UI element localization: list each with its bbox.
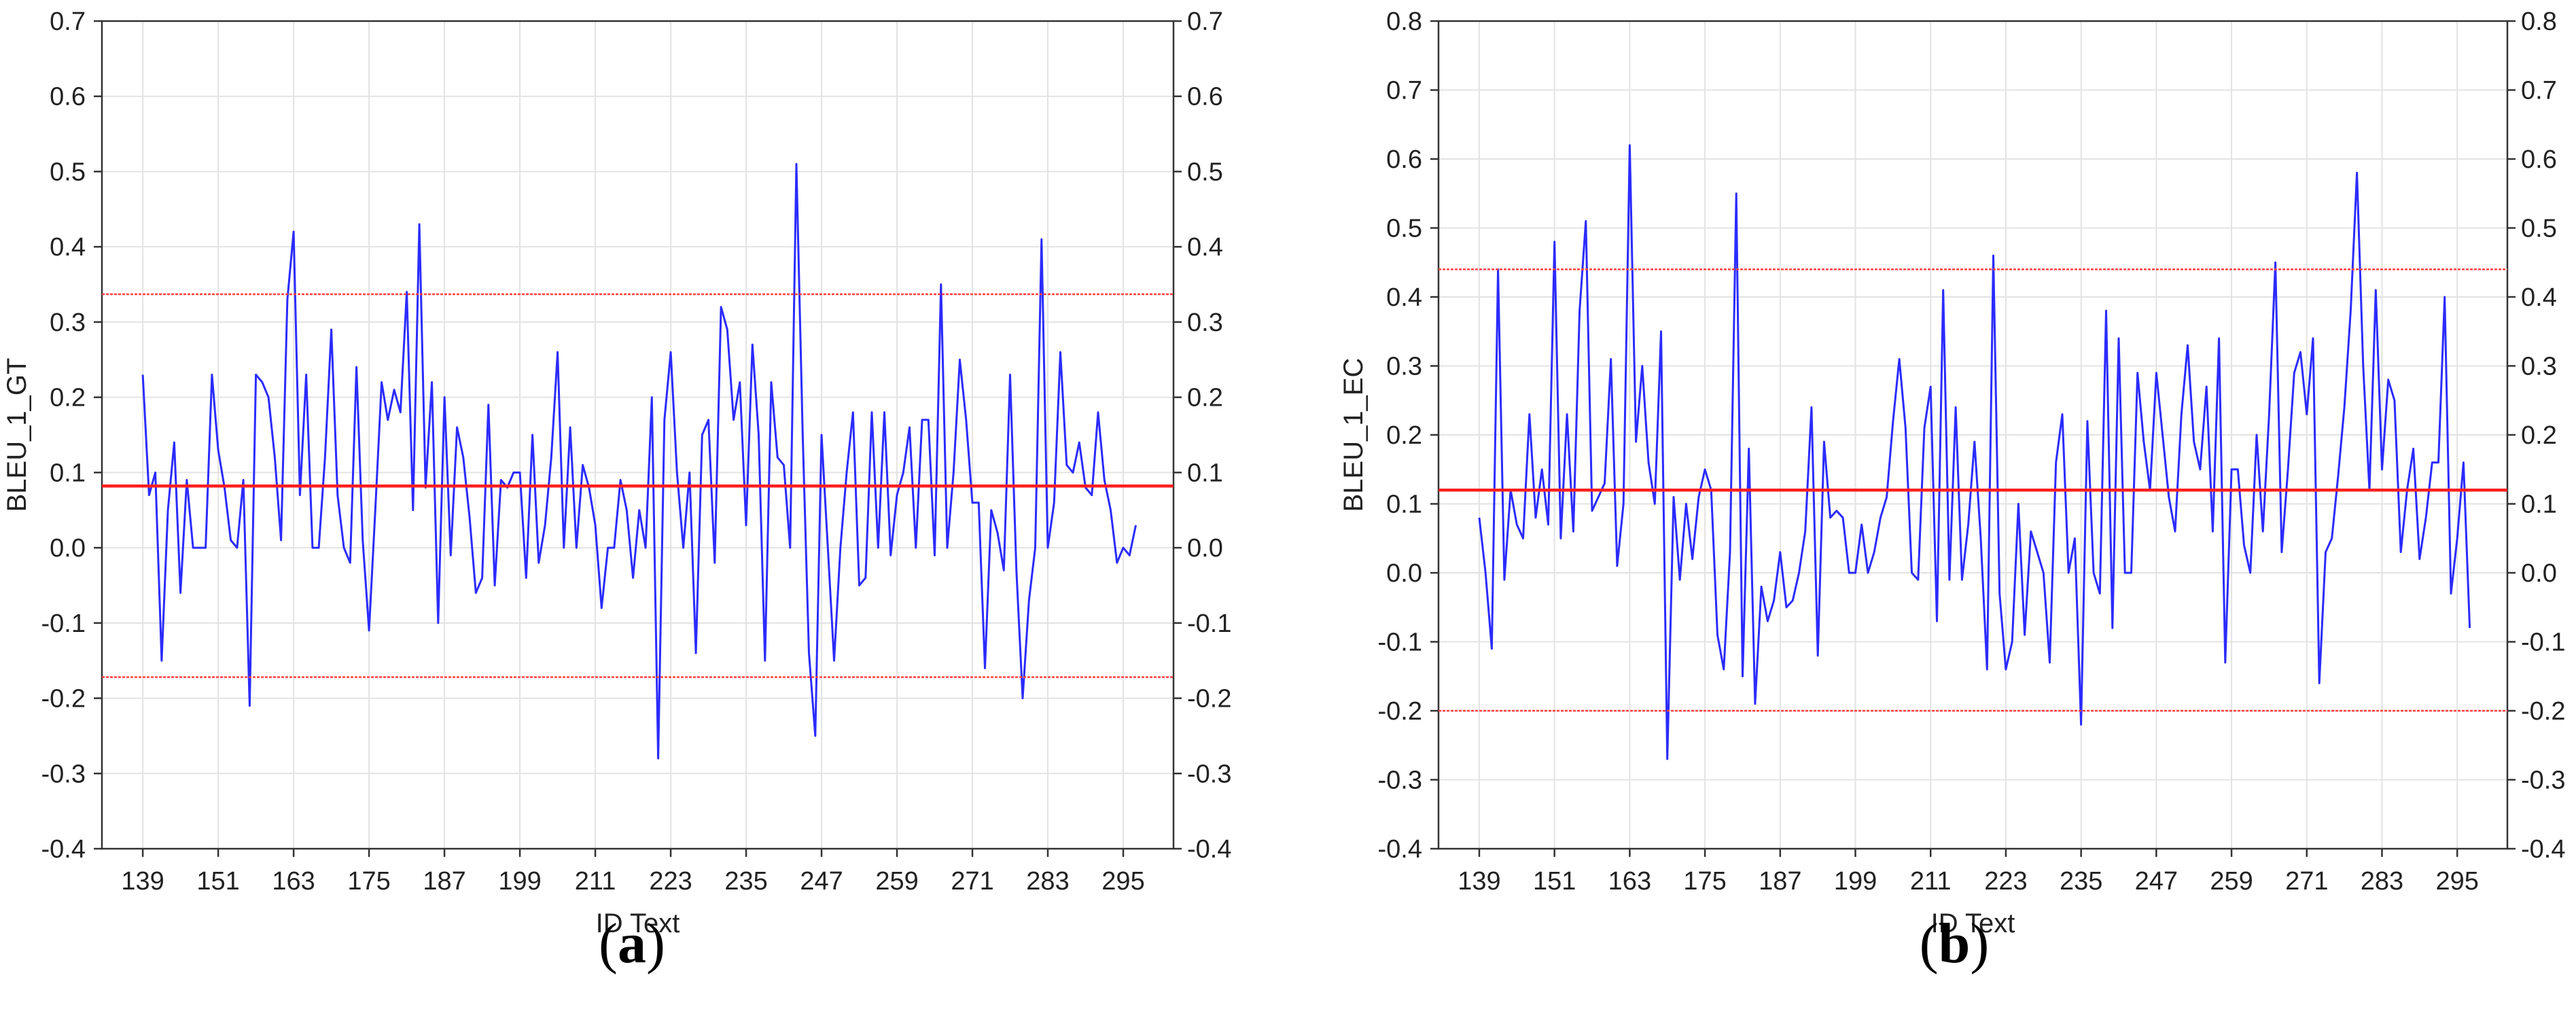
chart-panel-a: -0.4 -0.4 -0.3 -0.3 -0.2 -0.2 -0.1 -0.1 0.0 0.0 0.…	[2, 7, 1231, 975]
x-tick-label: 247	[800, 867, 843, 896]
chart-b-caption: (b)	[1919, 912, 1990, 975]
y-tick-label-left: -0.1	[1378, 629, 1422, 657]
y-tick-label-right: 0.5	[1187, 158, 1223, 186]
x-tick-label: 223	[1984, 867, 2027, 896]
chart-b-caption-letter: b	[1938, 912, 1971, 975]
y-tick-label-left: 0.7	[1386, 77, 1422, 105]
x-tick-label: 283	[2361, 867, 2403, 896]
y-tick-label-right: 0.6	[2521, 145, 2557, 174]
chart-a-caption-letter: a	[618, 912, 646, 975]
y-tick-label-right: 0.7	[1187, 7, 1223, 36]
y-tick-label-right: -0.1	[1187, 610, 1231, 638]
y-tick-label-left: 0.4	[50, 233, 86, 262]
x-tick-label: 187	[1759, 867, 1801, 896]
chart-b-plot: -0.4 -0.4 -0.3 -0.3 -0.2 -0.2 -0.1 -0.1 0.0 0.0 0.…	[1339, 7, 2565, 938]
y-tick-label-left: 0.1	[1386, 491, 1422, 519]
x-tick-label: 163	[272, 867, 315, 896]
y-tick-label-left: 0.3	[50, 309, 86, 337]
y-tick-label-right: 0.3	[1187, 309, 1223, 337]
y-tick-label-left: 0.0	[1386, 559, 1422, 588]
y-tick-label-left: 0.7	[50, 7, 86, 36]
x-tick-label: 211	[1910, 867, 1952, 896]
x-tick-label: 271	[951, 867, 993, 896]
y-tick-label-left: 0.3	[1386, 353, 1422, 381]
y-tick-label-left: 0.4	[1386, 283, 1422, 312]
chart-a-caption: (a)	[599, 912, 665, 975]
y-tick-label-right: 0.5	[2521, 215, 2557, 243]
series-line-a	[141, 162, 1137, 760]
x-tick-label: 271	[2285, 867, 2328, 896]
x-tick-label: 235	[724, 867, 767, 896]
y-tick-label-right: 0.2	[2521, 421, 2557, 450]
x-tick-label: 175	[347, 867, 390, 896]
y-tick-label-left: 0.1	[50, 459, 86, 487]
x-tick-label: 163	[1608, 867, 1651, 896]
y-tick-label-right: 0.1	[2521, 491, 2557, 519]
y-tick-label-right: -0.4	[2521, 835, 2565, 864]
chart-panel-b: -0.4 -0.4 -0.3 -0.3 -0.2 -0.2 -0.1 -0.1 0.0 0.0 0.…	[1288, 0, 2576, 1022]
x-axis-label: ID Text	[596, 909, 680, 938]
y-tick-label-left: 0.6	[1386, 145, 1422, 174]
y-tick-label-left: -0.2	[1378, 697, 1422, 726]
y-tick-label-right: 0.6	[1187, 83, 1223, 111]
x-tick-label: 223	[649, 867, 692, 896]
plot-frame	[101, 20, 1175, 850]
y-tick-label-left: 0.5	[1386, 215, 1422, 243]
y-tick-label-left: 0.2	[1386, 421, 1422, 450]
x-tick-label: 259	[875, 867, 918, 896]
y-tick-label-right: -0.4	[1187, 835, 1231, 864]
x-tick-label: 151	[1533, 867, 1576, 896]
y-tick-label-right: -0.2	[1187, 685, 1231, 713]
x-tick-label: 139	[121, 867, 164, 896]
x-tick-label: 187	[423, 867, 465, 896]
y-tick-label-left: -0.3	[41, 760, 86, 788]
y-tick-label-right: 0.0	[1187, 534, 1223, 563]
y-tick-label-right: -0.2	[2521, 697, 2565, 726]
y-tick-label-left: -0.4	[1378, 835, 1422, 864]
y-axis-label: BLEU_1_GT	[2, 358, 32, 512]
y-tick-label-right: 0.4	[2521, 283, 2557, 312]
y-axis-label: BLEU_1_EC	[1339, 358, 1369, 512]
y-tick-label-right: 0.1	[1187, 459, 1223, 487]
y-tick-label-left: 0.2	[50, 384, 86, 412]
y-tick-label-left: -0.2	[41, 685, 86, 713]
y-tick-label-left: -0.3	[1378, 766, 1422, 795]
y-tick-label-left: -0.1	[41, 610, 86, 638]
x-tick-label: 175	[1683, 867, 1726, 896]
x-tick-label: 211	[575, 867, 616, 896]
x-axis-label: ID Text	[1931, 909, 2015, 938]
x-tick-label: 139	[1458, 867, 1500, 896]
x-tick-label: 235	[2060, 867, 2102, 896]
y-tick-label-right: -0.3	[1187, 760, 1231, 788]
y-tick-label-right: -0.1	[2521, 629, 2565, 657]
y-tick-label-left: 0.5	[50, 158, 86, 186]
y-tick-label-right: 0.8	[2521, 7, 2557, 36]
x-tick-label: 295	[1101, 867, 1144, 896]
y-tick-label-right: -0.3	[2521, 766, 2565, 795]
x-tick-label: 199	[498, 867, 541, 896]
y-tick-label-left: 0.6	[50, 83, 86, 111]
x-tick-label: 283	[1026, 867, 1069, 896]
y-tick-label-left: 0.8	[1386, 7, 1422, 36]
y-tick-label-right: 0.2	[1187, 384, 1223, 412]
y-tick-label-left: -0.4	[41, 835, 86, 864]
y-tick-label-right: 0.4	[1187, 233, 1223, 262]
x-tick-label: 295	[2435, 867, 2478, 896]
x-tick-label: 199	[1834, 867, 1877, 896]
y-tick-label-left: 0.0	[50, 534, 86, 563]
y-tick-label-right: 0.7	[2521, 77, 2557, 105]
series-line-b	[1478, 144, 2471, 760]
chart-a-plot: -0.4 -0.4 -0.3 -0.3 -0.2 -0.2 -0.1 -0.1 0.0 0.0 0.…	[2, 7, 1231, 938]
y-tick-label-right: 0.3	[2521, 353, 2557, 381]
x-tick-label: 151	[196, 867, 239, 896]
x-tick-label: 247	[2135, 867, 2178, 896]
y-tick-label-right: 0.0	[2521, 559, 2557, 588]
x-tick-label: 259	[2210, 867, 2253, 896]
